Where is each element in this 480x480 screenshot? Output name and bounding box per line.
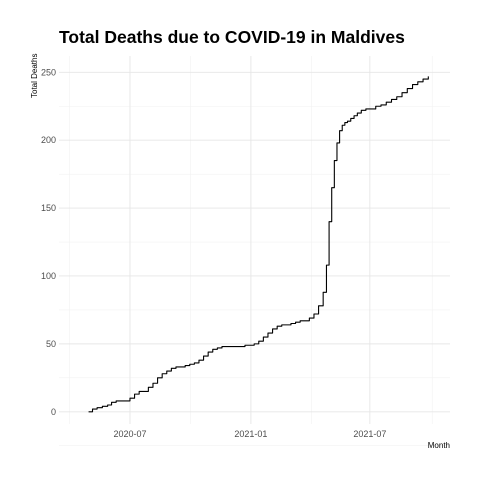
x-tick-label: 2021-01 — [234, 429, 267, 439]
minor-gridlines — [59, 56, 450, 447]
y-tick-label: 200 — [41, 135, 56, 145]
y-axis-tick-labels: 0 50 100 150 200 250 — [41, 67, 56, 416]
x-axis-tick-labels: 2020-07 2021-01 2021-07 — [113, 429, 386, 439]
y-axis-title: Total Deaths — [30, 54, 39, 98]
y-tick-label: 150 — [41, 203, 56, 213]
y-tick-label: 0 — [51, 407, 56, 417]
series-line-total-deaths — [88, 76, 429, 413]
chart-title: Total Deaths due to COVID-19 in Maldives — [59, 27, 405, 47]
y-tick-label: 250 — [41, 67, 56, 77]
y-tick-label: 50 — [46, 339, 56, 349]
y-tick-label: 100 — [41, 271, 56, 281]
x-axis-title: Month — [428, 441, 450, 450]
major-gridlines — [59, 56, 450, 424]
x-tick-label: 2021-07 — [353, 429, 386, 439]
x-tick-label: 2020-07 — [113, 429, 146, 439]
